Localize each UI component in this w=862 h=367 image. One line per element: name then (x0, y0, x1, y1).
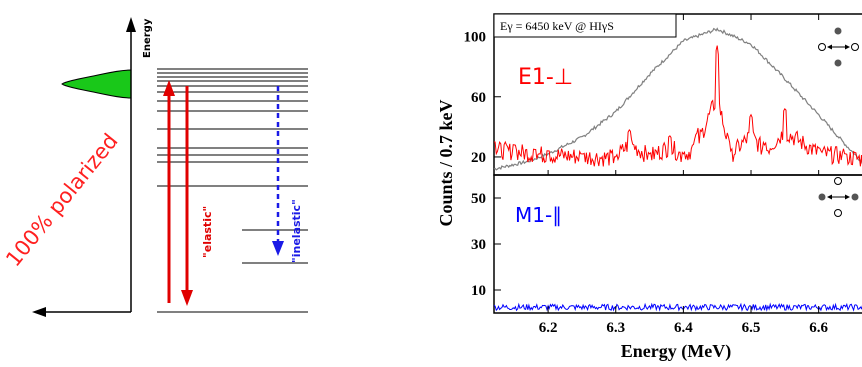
beam-label: Eγ = 6450 keV @ HIγS (500, 19, 614, 33)
beam-profile-line (493, 27, 862, 171)
x-tick-label: 6.6 (809, 320, 828, 336)
gaussian-profile (61, 69, 132, 99)
x-tick-label: 6.2 (539, 320, 558, 336)
spectra-panel: 6.2 6.3 6.4 6.5 6.6 20 60 100 10 30 50 Eγ = 6450 k… (436, 13, 862, 362)
m1-label: M1-∥ (515, 203, 562, 227)
inelastic-decay-arrowhead (272, 241, 284, 256)
energy-axis-label: Energy (142, 18, 153, 58)
y-tick-label: 20 (471, 150, 486, 166)
energy-levels (157, 68, 308, 313)
x-tick-label: 6.4 (674, 320, 693, 336)
y-tick-label: 60 (471, 90, 486, 106)
y-tick-label: 50 (471, 191, 486, 207)
e1-label: E1-⊥ (518, 65, 573, 90)
x-axis-label: Energy (MeV) (621, 341, 731, 362)
energy-axis-arrowhead (126, 17, 136, 32)
bottom-plot (493, 302, 862, 312)
excitation-arrowhead (163, 80, 175, 96)
y-tick-label: 100 (464, 30, 487, 46)
x-tick-label: 6.5 (742, 320, 761, 336)
y-axis-label: Counts / 0.7 keV (436, 99, 456, 226)
horizontal-axis-arrowhead (32, 307, 46, 317)
e1-spectrum-line (493, 45, 862, 167)
axis-ticks: 6.2 6.3 6.4 6.5 6.6 20 60 100 10 30 50 (464, 14, 829, 336)
m1-spectrum-line (493, 302, 862, 312)
inelastic-label: "inelastic" (290, 199, 303, 263)
x-tick-label: 6.3 (606, 320, 625, 336)
bottom-plot-frame (493, 174, 862, 314)
elastic-arrows (163, 80, 193, 306)
polarization-label: 100% polarized (1, 129, 122, 271)
y-tick-label: 10 (471, 283, 486, 299)
perpendicular-geometry-icon (818, 27, 859, 67)
beam-label-box (493, 13, 677, 38)
y-tick-label: 30 (471, 237, 486, 253)
elastic-decay-arrowhead (181, 290, 193, 306)
top-plot (493, 27, 862, 171)
level-scheme: Energy 100% polarized (1, 17, 308, 317)
parallel-geometry-icon (818, 177, 859, 217)
elastic-label: "elastic" (201, 206, 214, 258)
